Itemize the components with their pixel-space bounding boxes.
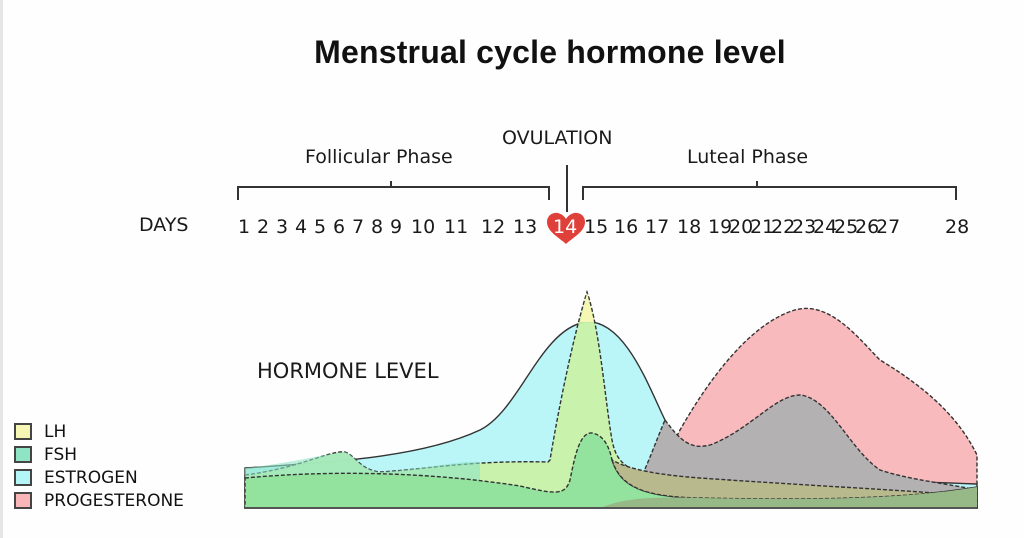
svg-text:4: 4 bbox=[295, 216, 307, 238]
svg-text:17: 17 bbox=[645, 216, 669, 238]
left-border bbox=[0, 0, 3, 538]
luteal-phase-label: Luteal Phase bbox=[687, 146, 809, 168]
lh-swatch bbox=[14, 423, 32, 440]
svg-text:10: 10 bbox=[411, 216, 435, 238]
svg-text:7: 7 bbox=[352, 216, 364, 238]
hormone-level-label: HORMONE LEVEL bbox=[257, 359, 439, 383]
legend-item-fsh: FSH bbox=[14, 443, 184, 466]
svg-text:15: 15 bbox=[584, 216, 608, 238]
svg-text:22: 22 bbox=[771, 216, 795, 238]
svg-text:16: 16 bbox=[614, 216, 638, 238]
svg-text:21: 21 bbox=[750, 216, 774, 238]
svg-text:6: 6 bbox=[333, 216, 345, 238]
estrogen-swatch bbox=[14, 469, 32, 486]
chart-title: Menstrual cycle hormone level bbox=[314, 34, 786, 70]
follicular-bracket bbox=[237, 181, 550, 200]
svg-text:8: 8 bbox=[371, 216, 383, 238]
svg-text:20: 20 bbox=[729, 216, 753, 238]
svg-text:19: 19 bbox=[708, 216, 732, 238]
svg-text:27: 27 bbox=[876, 216, 900, 238]
svg-text:13: 13 bbox=[513, 216, 537, 238]
legend-item-estrogen: ESTROGEN bbox=[14, 466, 184, 489]
svg-text:26: 26 bbox=[855, 216, 879, 238]
days-axis-label: DAYS bbox=[139, 214, 189, 236]
svg-text:25: 25 bbox=[834, 216, 858, 238]
day-ticks: 1 2 3 4 5 6 7 8 9 10 11 12 13 14 15 16 1… bbox=[238, 212, 969, 244]
hormone-curves bbox=[244, 289, 978, 509]
svg-text:1: 1 bbox=[238, 216, 250, 238]
ovulation-label: OVULATION bbox=[502, 127, 613, 149]
follicular-phase-label: Follicular Phase bbox=[305, 146, 453, 168]
svg-text:11: 11 bbox=[444, 216, 468, 238]
fsh-swatch bbox=[14, 446, 32, 463]
ovulation-day-heart-icon: 14 bbox=[547, 212, 585, 244]
lh-peak-tip bbox=[580, 293, 594, 322]
svg-text:12: 12 bbox=[481, 216, 505, 238]
svg-text:24: 24 bbox=[813, 216, 837, 238]
svg-text:2: 2 bbox=[257, 216, 269, 238]
legend-item-progesterone: PROGESTERONE bbox=[14, 489, 184, 512]
svg-text:23: 23 bbox=[792, 216, 816, 238]
legend-item-lh: LH bbox=[14, 420, 184, 443]
svg-text:14: 14 bbox=[553, 216, 577, 238]
fsh-area-main bbox=[244, 432, 978, 509]
svg-text:9: 9 bbox=[390, 216, 402, 238]
baseline-overlap bbox=[600, 487, 977, 508]
svg-text:28: 28 bbox=[945, 216, 969, 238]
progesterone-swatch bbox=[14, 492, 32, 509]
svg-text:3: 3 bbox=[276, 216, 288, 238]
legend: LH FSH ESTROGEN PROGESTERONE bbox=[14, 420, 184, 512]
svg-text:5: 5 bbox=[314, 216, 326, 238]
luteal-bracket bbox=[582, 181, 957, 200]
svg-text:18: 18 bbox=[677, 216, 701, 238]
